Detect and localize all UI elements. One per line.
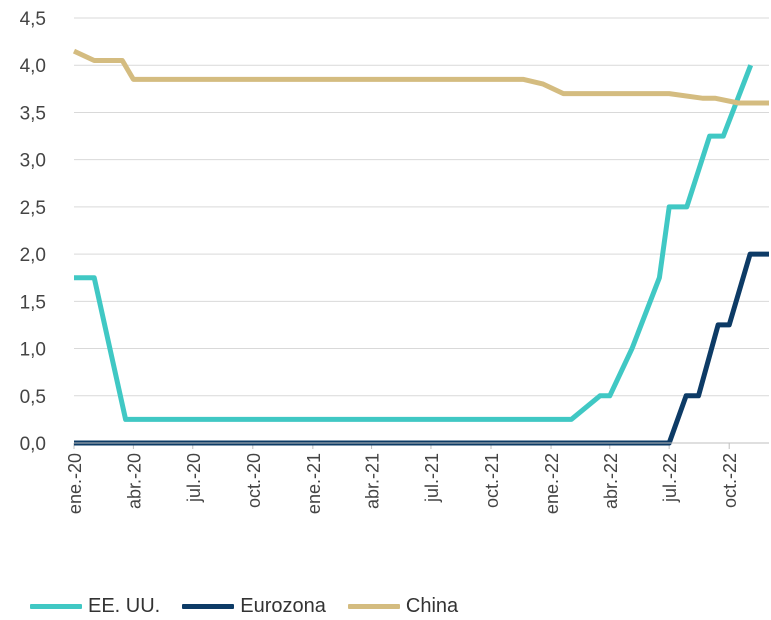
x-tick-label: jul.-20	[184, 453, 204, 503]
y-tick-label: 4,5	[20, 9, 46, 30]
chart-legend: EE. UU. Eurozona China	[30, 592, 480, 620]
legend-swatch-eurozona	[182, 603, 235, 609]
series-line-eurozona	[74, 251, 769, 446]
legend-item-china: China	[347, 594, 459, 618]
x-tick-label: abr.-22	[601, 453, 621, 509]
legend-label-eurozona: Eurozona	[240, 594, 326, 617]
x-tick-label: ene.-20	[65, 453, 85, 514]
legend-swatch-china	[347, 603, 400, 609]
x-tick-label: jul.-21	[422, 453, 442, 503]
x-tick-label: oct.-20	[244, 453, 264, 508]
line-chart: 0,0 0,5 1,0 1,5 2,0 2,5 3,0 3,5 4,0 4,5 ene.-20 ab…	[20, 9, 769, 514]
y-tick-label: 4,0	[20, 56, 46, 77]
legend-swatch-ee-uu	[30, 603, 82, 609]
legend-label-ee-uu: EE. UU.	[88, 594, 161, 617]
legend-item-eurozona: Eurozona	[182, 595, 326, 618]
x-tick-label: oct.-22	[720, 453, 740, 508]
y-tick-label: 2,5	[20, 198, 46, 219]
x-axis-ticks: ene.-20 abr.-20 jul.-20 oct.-20 ene.-21 abr.-…	[65, 443, 740, 514]
x-tick-label: ene.-21	[304, 453, 324, 514]
y-tick-label: 2,0	[20, 245, 46, 266]
y-tick-label: 3,0	[20, 151, 46, 172]
legend-label-china: China	[405, 594, 459, 617]
y-tick-label: 3,5	[20, 103, 46, 124]
y-axis-ticks: 0,0 0,5 1,0 1,5 2,0 2,5 3,0 3,5 4,0 4,5	[20, 9, 46, 455]
legend-item-ee-uu: EE. UU.	[30, 595, 160, 618]
y-gridlines	[74, 17, 769, 397]
x-tick-label: ene.-22	[542, 453, 562, 514]
y-tick-label: 1,0	[20, 340, 46, 361]
series-lines	[72, 48, 769, 446]
series-line-ee-uu	[74, 64, 754, 422]
x-tick-label: jul.-22	[660, 453, 680, 503]
series-line-china	[72, 48, 769, 106]
y-tick-label: 0,0	[20, 434, 46, 455]
y-tick-label: 0,5	[20, 387, 46, 408]
x-tick-label: abr.-20	[124, 453, 144, 509]
y-tick-label: 1,5	[20, 292, 46, 313]
x-tick-label: abr.-21	[363, 453, 383, 509]
x-tick-label: oct.-21	[482, 453, 502, 508]
